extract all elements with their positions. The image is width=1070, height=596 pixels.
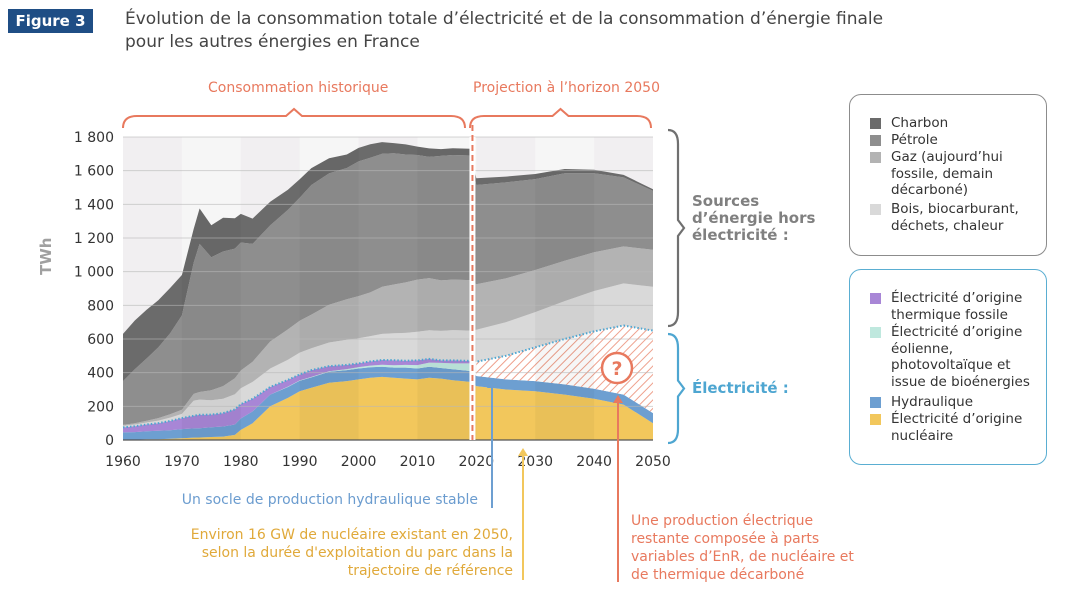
x-tick-label: 1990 <box>282 454 318 470</box>
legend-fossil: Charbon Pétrole Gaz (aujourd’hui fossile… <box>849 94 1047 256</box>
x-tick-label: 2010 <box>400 454 436 470</box>
figure-title-line-1: Évolution de la consommation totale d’él… <box>125 9 884 29</box>
area-nuclear <box>123 376 653 440</box>
brace-projection <box>469 107 652 129</box>
legend-item-enr: Électricité d’origine éolienne, photovol… <box>870 324 1031 390</box>
period-label-historical: Consommation historique <box>208 80 389 96</box>
annotation-hydro: Un socle de production hydraulique stabl… <box>181 492 478 508</box>
area-gaz <box>123 246 653 426</box>
legend-electricity: Électricité d’origine thermique fossile … <box>849 269 1047 465</box>
side-label-electricity: Électricité : <box>692 379 789 397</box>
y-tick-label: 1 200 <box>74 231 114 247</box>
decade-shade <box>417 137 476 440</box>
x-tick-label: 1980 <box>223 454 259 470</box>
legend-item-gaz: Gaz (aujourd’hui fossile, demain décarbo… <box>870 149 1019 199</box>
brace-electricity <box>667 332 686 445</box>
x-tick-label: 1970 <box>164 454 200 470</box>
legend-item-hydraulique: Hydraulique <box>870 394 1049 411</box>
figure-title: Évolution de la consommation totale d’él… <box>125 8 1025 54</box>
area-thermal-fossil <box>123 358 471 433</box>
arrow-hydro-head <box>487 380 497 388</box>
figure-badge: Figure 3 <box>8 9 93 33</box>
y-tick-label: 1 400 <box>74 197 114 213</box>
legend-item-charbon: Charbon <box>870 115 1049 132</box>
legend-item-petrole: Pétrole <box>870 132 1049 149</box>
area-petrole <box>123 153 653 425</box>
gridlines <box>123 136 653 407</box>
question-mark-text: ? <box>611 358 622 380</box>
arrow-nuclear-head <box>518 448 528 456</box>
area-remaining-hatched <box>476 325 653 414</box>
decade-shade <box>535 137 594 440</box>
x-tick-label: 2050 <box>635 454 671 470</box>
question-circle-icon <box>600 351 634 385</box>
y-tick-label: 1 000 <box>74 265 114 281</box>
brace-historical <box>122 107 466 129</box>
legend-swatch <box>870 293 881 304</box>
y-tick-label: 600 <box>87 332 114 348</box>
legend-swatch <box>870 204 881 215</box>
figure-title-line-2: pour les autres énergies en France <box>125 32 420 52</box>
legend-swatch <box>870 397 881 408</box>
decade-shade <box>300 137 359 440</box>
y-tick-label: 400 <box>87 366 114 382</box>
y-tick-label: 1 600 <box>74 164 114 180</box>
annotation-remaining-production: Une production électrique restante compo… <box>631 513 854 583</box>
side-label-fossil-sources: Sources d’énergie hors électricité : <box>692 192 816 244</box>
annotation-nuclear: Environ 16 GW de nucléaire existant en 2… <box>190 527 513 579</box>
stacked-areas <box>123 137 653 440</box>
y-tick-label: 800 <box>87 298 114 314</box>
brace-fossil-sources <box>667 128 686 328</box>
x-tick-label: 2040 <box>576 454 612 470</box>
y-tick-label: 200 <box>87 399 114 415</box>
area-bois <box>123 283 653 428</box>
electricity-total-line <box>122 324 654 429</box>
chart-overlay: ? <box>122 107 686 582</box>
x-tick-label: 2000 <box>341 454 377 470</box>
area-hydro <box>123 366 653 440</box>
legend-swatch <box>870 327 881 338</box>
legend-swatch <box>870 118 881 129</box>
period-label-projection: Projection à l’horizon 2050 <box>473 80 660 96</box>
legend-item-nucleaire: Électricité d’origine nucléaire <box>870 411 1026 444</box>
legend-item-bois: Bois, biocarburant, déchets, chaleur <box>870 201 1041 234</box>
y-tick-label: 1 800 <box>74 130 114 146</box>
y-tick-label: 0 <box>105 433 114 449</box>
axes: 0 200 400 600 800 1 000 1 200 1 400 1 600 1 800 19… <box>74 130 671 470</box>
decade-shade <box>182 137 241 440</box>
arrow-remaining-head <box>613 395 623 403</box>
x-tick-label: 2030 <box>517 454 553 470</box>
legend-swatch <box>870 414 881 425</box>
x-tick-label: 2020 <box>459 454 495 470</box>
x-tick-label: 1960 <box>105 454 141 470</box>
legend-item-thermique-fossile: Électricité d’origine thermique fossile <box>870 290 1026 323</box>
legend-swatch <box>870 152 881 163</box>
legend-swatch <box>870 135 881 146</box>
